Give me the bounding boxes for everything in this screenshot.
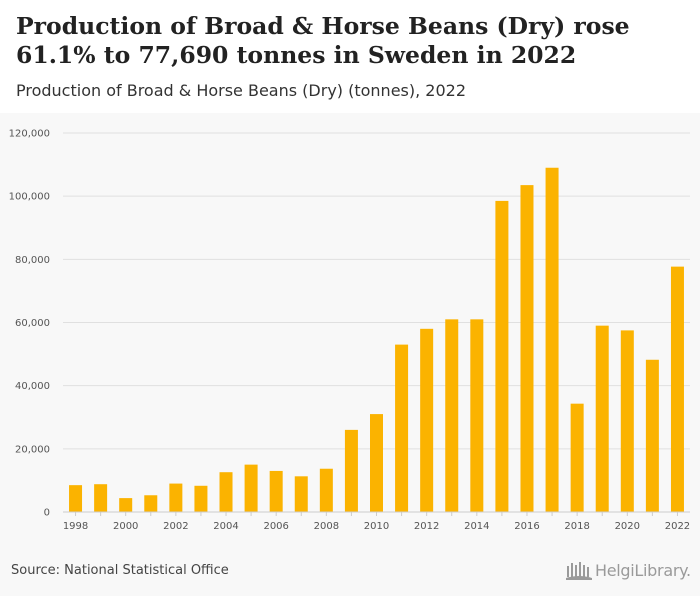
bar-1999 [94, 484, 108, 512]
chart-subtitle: Production of Broad & Horse Beans (Dry) … [16, 81, 467, 100]
bar-2006 [269, 470, 283, 512]
y-tick-label: 0 [44, 508, 50, 519]
bar-2003 [194, 485, 208, 512]
y-tick-label: 40,000 [15, 381, 50, 392]
bar-2004 [219, 472, 233, 512]
page-title: Production of Broad & Horse Beans (Dry) … [16, 12, 630, 69]
x-axis [63, 511, 690, 516]
bar-chart: 020,00040,00060,00080,000100,000120,000 … [9, 129, 691, 533]
bar-2005 [244, 464, 258, 512]
bar-2013 [445, 319, 459, 512]
bar-2020 [620, 330, 634, 512]
bar-2019 [595, 325, 609, 512]
x-tick-label: 2000 [113, 521, 138, 532]
bar-2012 [420, 328, 434, 512]
y-tick-label: 120,000 [9, 129, 50, 140]
bar-2021 [645, 359, 659, 512]
y-tick-label: 80,000 [15, 255, 50, 266]
bar-2016 [520, 185, 534, 513]
logo-text: HelgiLibrary. [595, 560, 691, 580]
bar-2008 [319, 468, 333, 512]
bar-2017 [545, 167, 559, 512]
x-tick-label: 2004 [213, 521, 238, 532]
bars [69, 167, 684, 513]
library-building-icon [566, 560, 592, 580]
x-tick-label: 2018 [564, 521, 589, 532]
x-tick-label: 2022 [665, 521, 690, 532]
x-tick-label: 2020 [615, 521, 640, 532]
chart-area: 0 20,000 40,000 60,000 80,000 100,000 120,000 … [0, 113, 700, 596]
bar-2011 [395, 344, 409, 512]
bar-2022 [670, 266, 684, 512]
bar-2015 [495, 200, 509, 512]
x-tick-label: 1998 [63, 521, 88, 532]
helgilibrary-logo: HelgiLibrary. [566, 560, 691, 580]
y-axis-tick-labels: 0 20,000 40,000 60,000 80,000 100,000 120,000 [9, 129, 50, 519]
bar-2010 [370, 414, 383, 512]
x-tick-label: 2016 [514, 521, 539, 532]
x-axis-tick-labels: 1998 2000 2002 2004 2006 2008 2010 2012 2014 2016… [63, 521, 690, 532]
header: Production of Broad & Horse Beans (Dry) … [0, 0, 700, 113]
x-tick-label: 2008 [314, 521, 339, 532]
x-tick-label: 2002 [163, 521, 188, 532]
bar-2000 [119, 498, 133, 512]
bar-2014 [470, 319, 484, 512]
y-tick-label: 60,000 [15, 318, 50, 329]
x-tick-label: 2014 [464, 521, 489, 532]
x-tick-label: 2006 [263, 521, 288, 532]
source-note: Source: National Statistical Office [11, 563, 229, 578]
x-tick-label: 2012 [414, 521, 439, 532]
y-tick-label: 20,000 [15, 444, 50, 455]
grid-lines [63, 132, 690, 450]
bar-2007 [294, 476, 308, 512]
bar-2001 [144, 495, 158, 512]
y-tick-label: 100,000 [9, 192, 50, 203]
bar-2018 [570, 403, 584, 512]
x-tick-label: 2010 [364, 521, 389, 532]
bar-1998 [69, 485, 83, 512]
bar-2002 [169, 483, 183, 512]
bar-2009 [344, 429, 358, 512]
